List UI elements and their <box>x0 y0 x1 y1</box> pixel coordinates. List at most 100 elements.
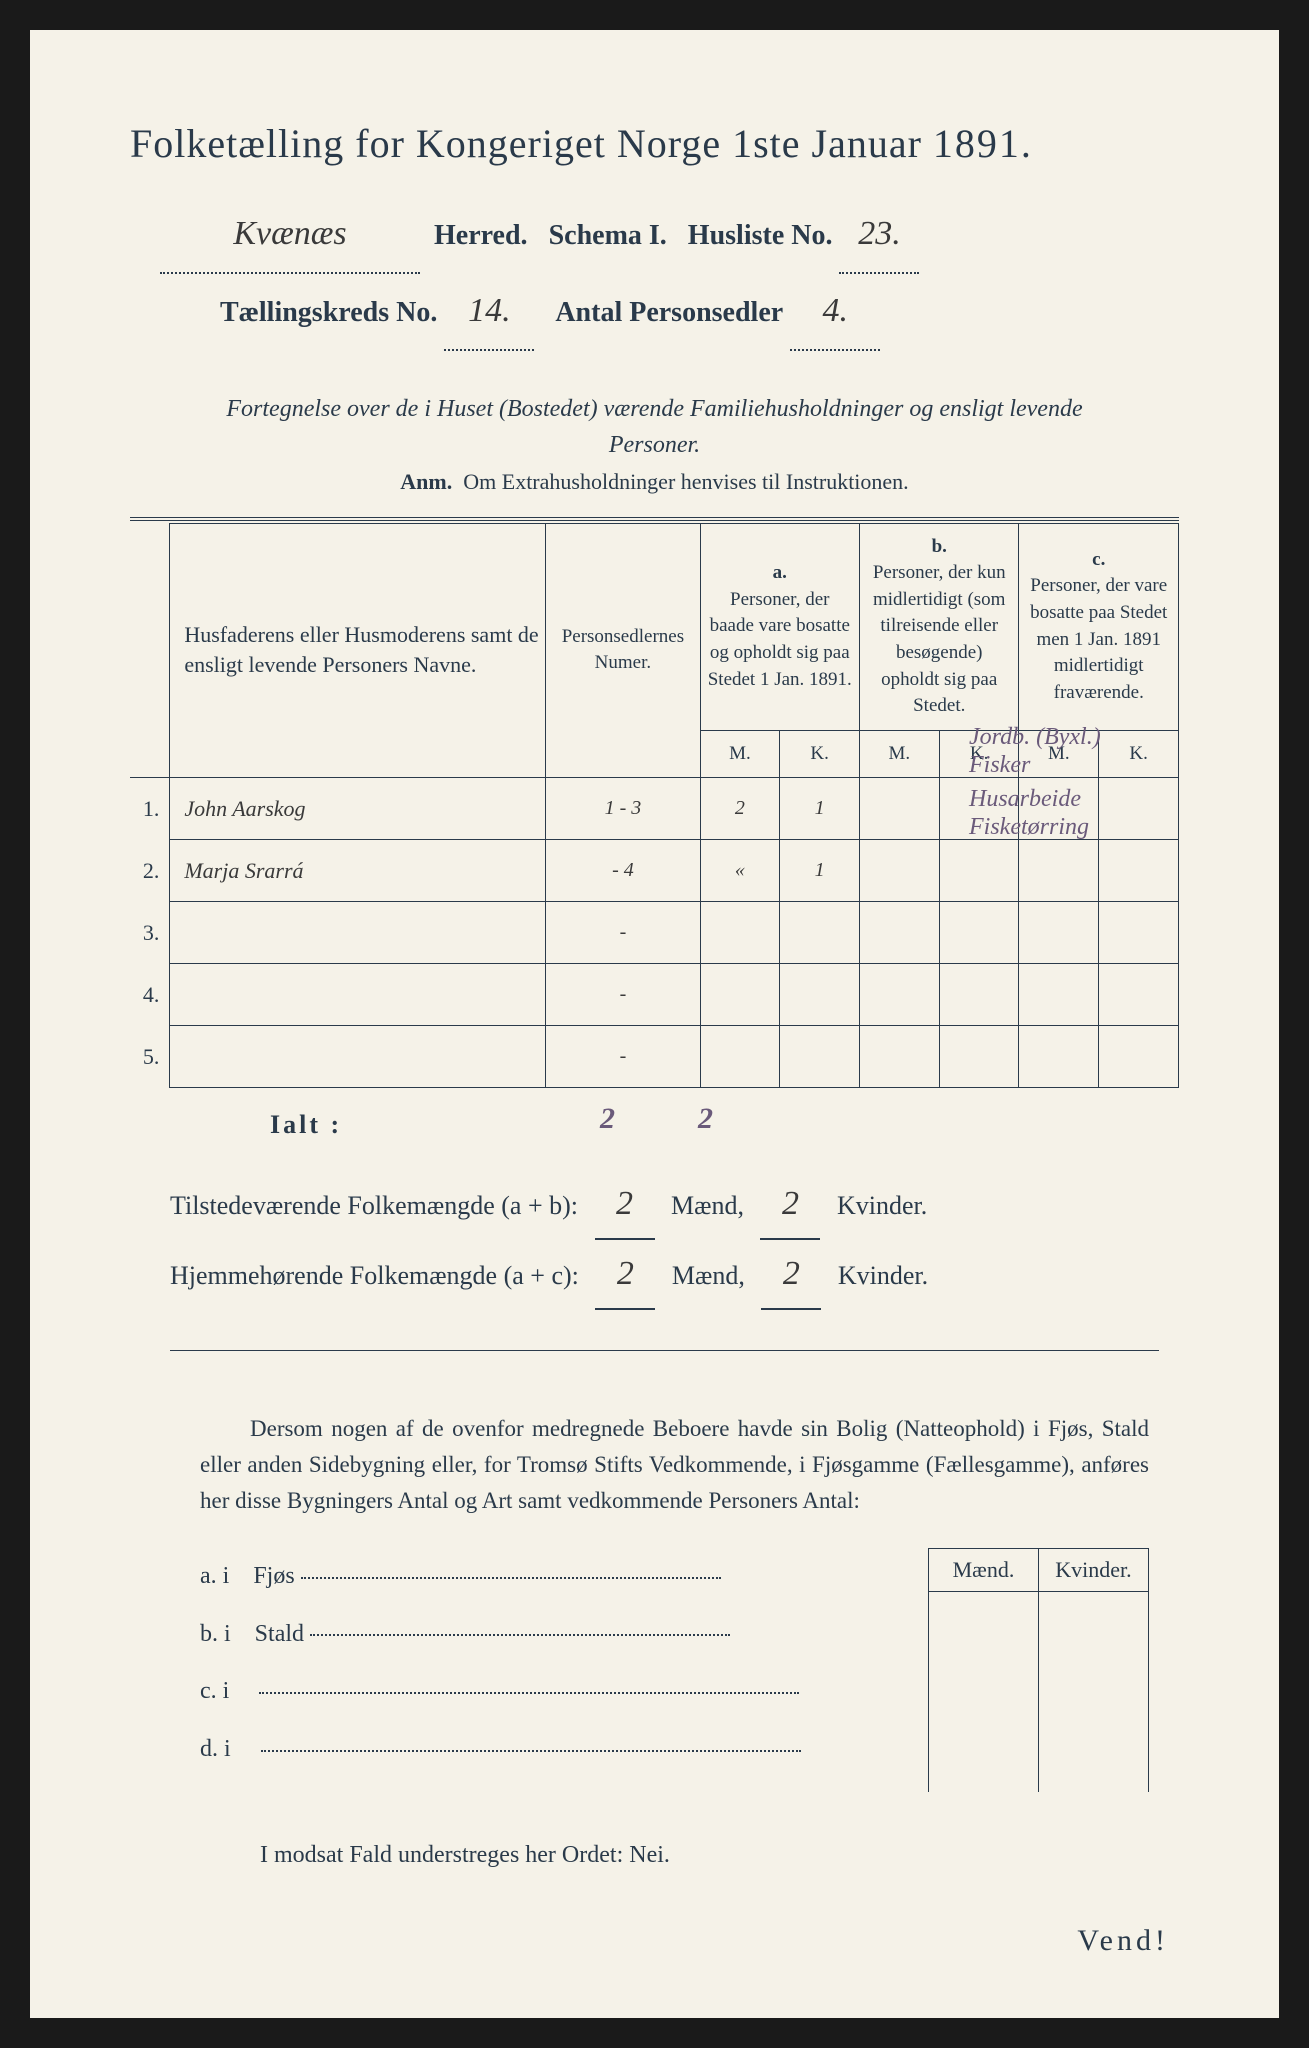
col-a: a. Personer, der baade vare bosatte og o… <box>700 523 859 730</box>
t1-label: Tilstedeværende Folkemængde (a + b): <box>170 1191 578 1220</box>
row-bM <box>860 1026 940 1088</box>
kreds-label: Tællingskreds No. <box>220 297 437 328</box>
row-number: 1. <box>130 778 170 840</box>
b-m: M. <box>860 730 940 778</box>
row-cM <box>1019 964 1099 1026</box>
anm-line: Anm. Om Extrahusholdninger henvises til … <box>130 469 1179 495</box>
final-line: I modsat Fald understreges her Ordet: Ne… <box>260 1842 1179 1869</box>
mini-m: Mænd. <box>929 1549 1039 1592</box>
t2-klabel: Kvinder. <box>838 1261 928 1290</box>
lower-row: a. i Fjøs <box>200 1548 908 1606</box>
row-num: - <box>546 1026 700 1088</box>
row-cK <box>1099 902 1179 964</box>
header-line-2: Kvænæs Herred. Schema I. Husliste No. 23… <box>160 197 1179 274</box>
c-label: c. <box>1025 547 1172 574</box>
lower-row: d. i <box>200 1721 908 1779</box>
t1-mlabel: Mænd, <box>671 1191 744 1220</box>
row-bK <box>939 840 1019 902</box>
totals-line-1: Tilstedeværende Folkemængde (a + b): 2 M… <box>170 1170 1179 1240</box>
b-label: b. <box>866 534 1012 561</box>
row-name: Marja Srarrá <box>170 840 546 902</box>
lower-pre: a. i <box>200 1563 229 1589</box>
row-number: 5. <box>130 1026 170 1088</box>
totals-line-2: Hjemmehørende Folkemængde (a + c): 2 Mæn… <box>170 1240 1179 1310</box>
mini-k: Kvinder. <box>1039 1549 1149 1592</box>
ialt-k: 2 <box>698 1102 716 1136</box>
b-text: Personer, der kun midlertidigt (som tilr… <box>866 560 1012 720</box>
schema-label: Schema I. <box>549 220 667 251</box>
col-b: b. Personer, der kun midlertidigt (som t… <box>860 523 1019 730</box>
row-aK <box>780 1026 860 1088</box>
double-rule-top <box>130 517 1179 521</box>
anm-text: Om Extrahusholdninger henvises til Instr… <box>463 469 908 494</box>
row-number: 4. <box>130 964 170 1026</box>
row-aM: « <box>700 840 780 902</box>
col-nums: Personsedlernes Numer. <box>546 523 700 778</box>
table-row: 5. - <box>130 1026 1179 1088</box>
census-form-page: Folketælling for Kongeriget Norge 1ste J… <box>30 30 1279 2018</box>
a-text: Personer, der baade vare bosatte og opho… <box>707 587 853 693</box>
totals-block: Tilstedeværende Folkemængde (a + b): 2 M… <box>170 1170 1179 1310</box>
row-name <box>170 1026 546 1088</box>
c-text: Personer, der vare bosatte paa Stedet me… <box>1025 573 1172 706</box>
row-number: 2. <box>130 840 170 902</box>
row-aM <box>700 964 780 1026</box>
mini-table: Mænd. Kvinder. <box>928 1548 1149 1792</box>
row-bK <box>939 902 1019 964</box>
row-aK <box>780 902 860 964</box>
t1-m: 2 <box>595 1170 655 1240</box>
row-bM <box>860 778 940 840</box>
table-row: 3.- <box>130 902 1179 964</box>
row-cK <box>1099 840 1179 902</box>
ialt-m: 2 <box>600 1102 618 1136</box>
husliste-value: 23. <box>839 197 919 274</box>
row-aM: 2 <box>700 778 780 840</box>
row-name: John Aarskog <box>170 778 546 840</box>
ialt-row: Ialt : 2 2 <box>270 1110 1179 1140</box>
table-row: 2.Marja Srarrá- 4«1 <box>130 840 1179 902</box>
dotted-line <box>310 1634 730 1636</box>
lower-label: Fjøs <box>253 1563 294 1589</box>
dotted-line <box>301 1577 721 1579</box>
row-num: - 4 <box>546 840 700 902</box>
title-pre: Folketælling for Kongeriget Norge 1ste J… <box>130 121 922 166</box>
margin-annotation: Husarbeide Fisketørring <box>969 785 1149 843</box>
row-cK <box>1099 964 1179 1026</box>
dotted-line <box>259 1692 799 1694</box>
page-title: Folketælling for Kongeriget Norge 1ste J… <box>130 120 1179 167</box>
row-bK <box>939 964 1019 1026</box>
t1-k: 2 <box>760 1170 820 1240</box>
row-aK <box>780 964 860 1026</box>
a-label: a. <box>707 560 853 587</box>
dotted-line <box>261 1750 801 1752</box>
col-names: Husfaderens eller Husmoderens samt de en… <box>170 523 546 778</box>
herred-value: Kvænæs <box>160 197 420 274</box>
body-paragraph: Dersom nogen af de ovenfor medregnede Be… <box>200 1411 1149 1518</box>
row-num: - <box>546 964 700 1026</box>
husliste-label: Husliste No. <box>688 220 833 251</box>
row-bM <box>860 902 940 964</box>
row-aK: 1 <box>780 778 860 840</box>
lower-rows: a. i Fjøs b. i Stald c. i d. i <box>200 1548 908 1792</box>
kreds-value: 14. <box>444 274 534 351</box>
row-bM <box>860 840 940 902</box>
antal-label: Antal Personsedler <box>555 297 783 328</box>
t2-k: 2 <box>761 1240 821 1310</box>
col-c: c. Personer, der vare bosatte paa Stedet… <box>1019 523 1179 730</box>
row-num: - <box>546 902 700 964</box>
anm-label: Anm. <box>400 469 452 494</box>
herred-label: Herred. <box>434 220 528 251</box>
divider <box>170 1350 1159 1351</box>
ialt-label: Ialt : <box>270 1110 342 1139</box>
margin-annotation: Jordb. (Byxl.) Fisker <box>969 723 1149 781</box>
t2-label: Hjemmehørende Folkemængde (a + c): <box>170 1261 579 1290</box>
row-bM <box>860 964 940 1026</box>
a-m: M. <box>700 730 780 778</box>
row-num: 1 - 3 <box>546 778 700 840</box>
t1-klabel: Kvinder. <box>837 1191 927 1220</box>
vend-label: Vend! <box>1077 1924 1169 1958</box>
t2-m: 2 <box>595 1240 655 1310</box>
row-name <box>170 902 546 964</box>
row-cK <box>1099 1026 1179 1088</box>
lower-section: a. i Fjøs b. i Stald c. i d. i Mænd. Kvi… <box>200 1548 1149 1792</box>
